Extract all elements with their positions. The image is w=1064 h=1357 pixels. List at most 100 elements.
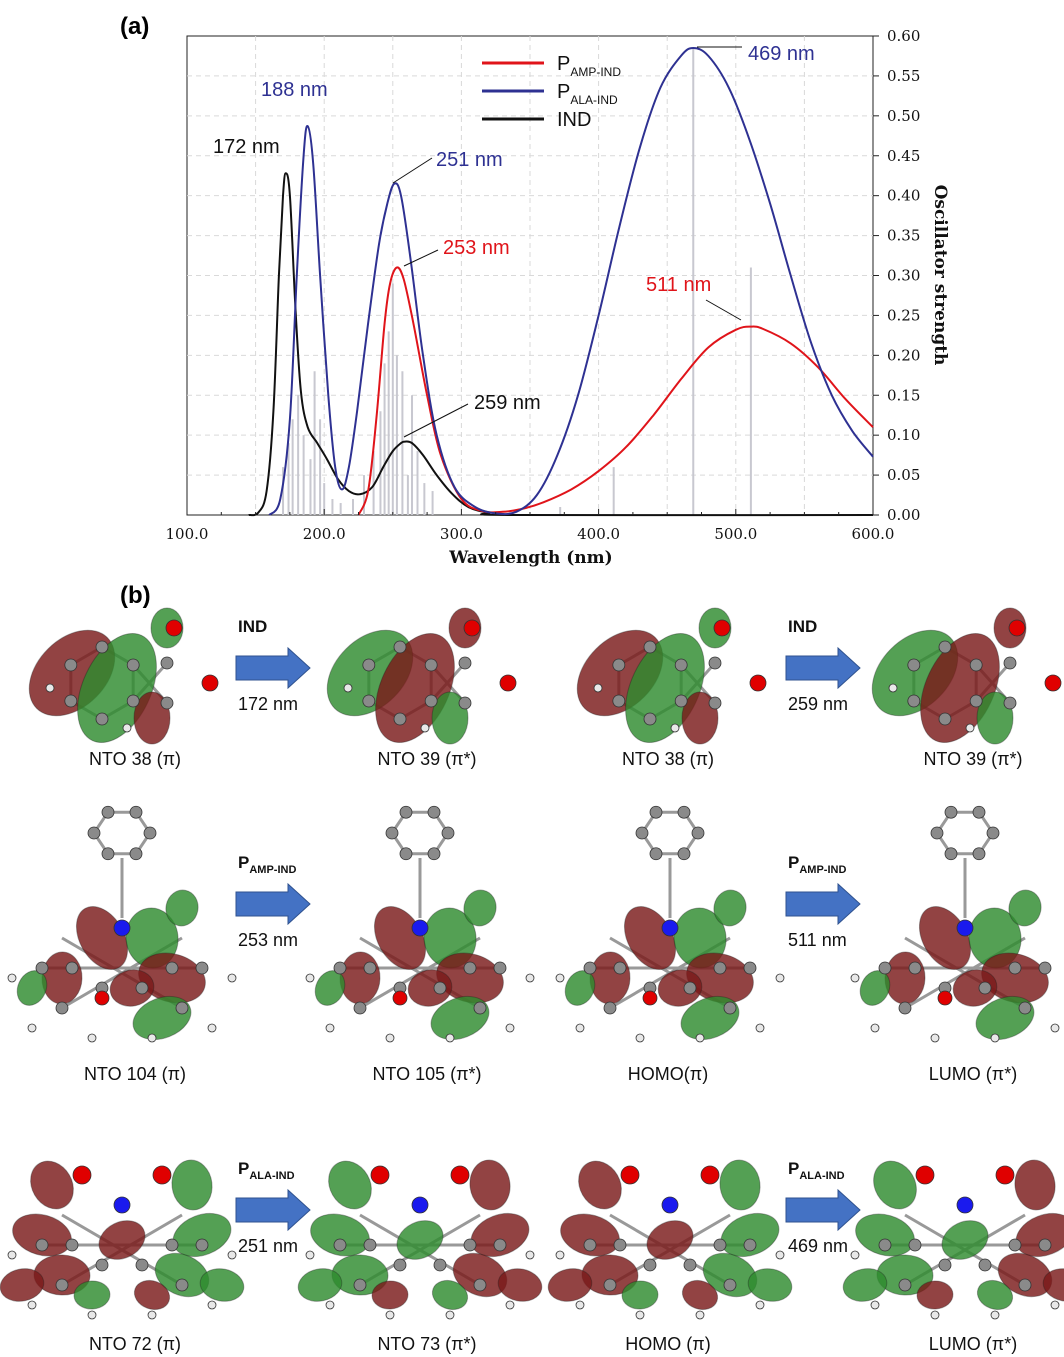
atom <box>978 981 992 995</box>
orbital-lobe <box>463 889 497 927</box>
atom <box>427 847 441 861</box>
peak-annotations: 469 nm 188 nm 172 nm 251 nm 253 nm 511 nm 259 … <box>213 43 815 438</box>
orbital-row: PALA-IND 251 nm PALA-IND 469 nm NTO 72 (π) NT… <box>0 1159 1064 1354</box>
atom <box>227 973 237 983</box>
atom <box>325 1300 335 1310</box>
atom <box>305 1250 315 1260</box>
atom <box>708 656 722 670</box>
atom <box>333 961 347 975</box>
atom <box>129 805 143 819</box>
y-tick-label: 0.60 <box>887 27 920 45</box>
atom <box>152 1165 172 1185</box>
orbital-caption: NTO 39 (π*) <box>923 749 1022 769</box>
atom <box>27 1300 37 1310</box>
atom <box>87 1033 97 1043</box>
orbital-lobe <box>407 969 453 1007</box>
atom <box>362 658 376 672</box>
atom <box>674 658 688 672</box>
orbital-lobe <box>0 1268 45 1302</box>
atom <box>635 826 649 840</box>
series-line-amp <box>357 266 874 516</box>
x-tick-label: 500.0 <box>714 525 757 543</box>
orbital-lobe <box>1014 1159 1056 1211</box>
atom <box>195 1238 209 1252</box>
transition-arrow <box>235 646 311 690</box>
atom <box>385 826 399 840</box>
orbital-lobe <box>681 1279 719 1311</box>
atom <box>649 805 663 819</box>
atom <box>35 1238 49 1252</box>
atom <box>353 1001 367 1015</box>
orbital-lobe <box>328 1160 372 1210</box>
atom <box>643 640 657 654</box>
orbital-lobe <box>1042 1268 1064 1302</box>
atom <box>65 961 79 975</box>
atom <box>72 1165 92 1185</box>
atom <box>399 805 413 819</box>
atom <box>325 1023 335 1033</box>
atom <box>755 1300 765 1310</box>
atom <box>126 694 140 708</box>
atom <box>1038 961 1052 975</box>
peak-label: 253 nm <box>443 237 510 259</box>
atom <box>333 1238 347 1252</box>
atom <box>95 1258 109 1272</box>
atom <box>575 1300 585 1310</box>
x-axis-label: Wavelength (nm) <box>448 548 612 568</box>
atom <box>227 1250 237 1260</box>
orbital-caption: NTO 104 (π) <box>84 1064 186 1084</box>
atom <box>603 1001 617 1015</box>
atom <box>525 973 535 983</box>
orbital-caption: NTO 38 (π) <box>89 749 181 769</box>
panel-a-label: (a) <box>120 13 149 40</box>
atom <box>207 1023 217 1033</box>
atom <box>683 1258 697 1272</box>
orbital-lobe <box>719 1159 761 1211</box>
annotation-leader <box>392 157 433 184</box>
atom <box>445 1033 455 1043</box>
atom <box>898 1278 912 1292</box>
y-tick-label: 0.55 <box>887 67 920 85</box>
atom <box>969 658 983 672</box>
atom <box>385 1310 395 1320</box>
grid <box>187 36 873 515</box>
atom <box>1008 1238 1022 1252</box>
orbital-lobe <box>171 1159 213 1211</box>
atom <box>930 826 944 840</box>
atom <box>499 674 517 692</box>
x-tick-label: 100.0 <box>166 525 209 543</box>
atom <box>201 674 219 692</box>
atom <box>643 1258 657 1272</box>
orbital-caption: LUMO (π*) <box>929 1334 1017 1354</box>
atom <box>878 1238 892 1252</box>
atom <box>995 1165 1015 1185</box>
transition-label: PALA-IND <box>788 1159 845 1182</box>
y-tick-label: 0.40 <box>887 187 920 205</box>
atom <box>612 694 626 708</box>
atom <box>986 826 1000 840</box>
atom <box>691 826 705 840</box>
atom <box>661 1196 679 1214</box>
atom <box>670 723 680 733</box>
x-tick-label: 400.0 <box>577 525 620 543</box>
atom <box>165 619 183 637</box>
orbital-caption: LUMO (π*) <box>929 1064 1017 1084</box>
atom <box>35 961 49 975</box>
orbital-lobe <box>646 1220 694 1260</box>
atom <box>674 694 688 708</box>
atom <box>642 990 658 1006</box>
y2-axis-label: Oscillator strength <box>930 185 950 366</box>
atom <box>505 1300 515 1310</box>
orbital-lobe <box>884 951 926 1005</box>
orbital-lobe <box>396 1220 444 1260</box>
atom <box>775 1250 785 1260</box>
transition-wavelength: 251 nm <box>238 1236 298 1256</box>
atom <box>723 1001 737 1015</box>
atom <box>1018 1278 1032 1292</box>
atom <box>420 723 430 733</box>
atom <box>723 1278 737 1292</box>
atom <box>695 1310 705 1320</box>
atom <box>878 961 892 975</box>
atom <box>603 1278 617 1292</box>
transition-wavelength: 172 nm <box>238 694 298 714</box>
